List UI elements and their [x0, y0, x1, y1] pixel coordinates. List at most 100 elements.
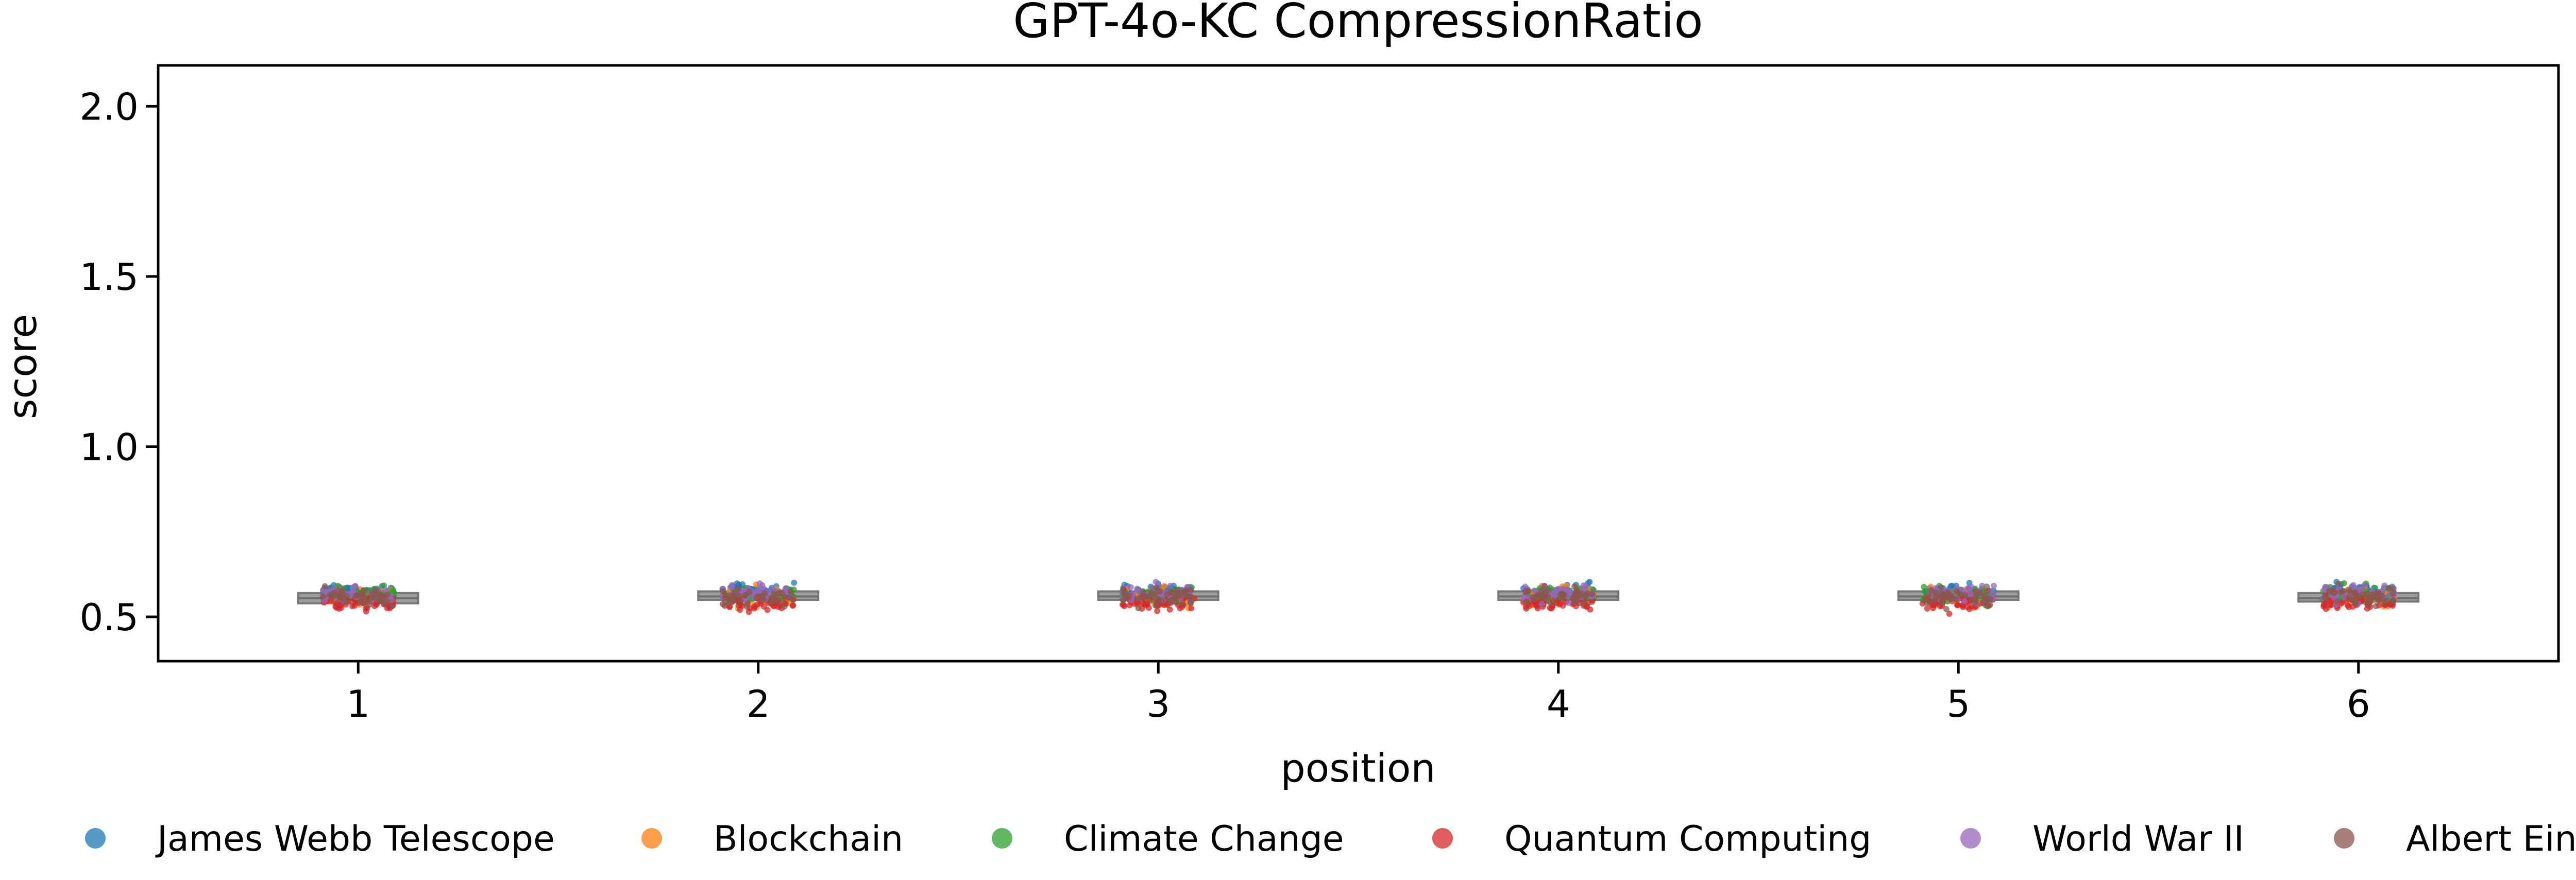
point-5 [2367, 598, 2374, 605]
point-4 [2357, 585, 2363, 592]
point-5 [1133, 595, 1140, 602]
y-tick-label: 1.0 [79, 425, 139, 469]
point-5 [1557, 594, 1564, 601]
point-4 [1979, 582, 1986, 589]
plot-area [297, 579, 2420, 617]
point-5 [2364, 591, 2371, 597]
point-4 [1990, 582, 1997, 589]
point-5 [2345, 595, 2352, 601]
point-5 [2337, 589, 2344, 595]
point-5 [1938, 584, 1944, 591]
legend-item: World War II [1960, 819, 2244, 859]
point-5 [2360, 591, 2366, 597]
point-5 [760, 596, 767, 603]
point-5 [360, 595, 367, 601]
point-5 [343, 598, 350, 605]
point-5 [384, 598, 391, 605]
point-2 [1922, 588, 1928, 594]
point-5 [353, 592, 360, 599]
point-5 [1972, 597, 1978, 603]
point-5 [1153, 584, 1160, 591]
point-4 [728, 583, 735, 590]
x-axis: 1 2 3 4 5 6 [346, 661, 2370, 726]
point-5 [778, 590, 785, 596]
legend-label: Blockchain [714, 819, 903, 859]
point-4 [2361, 582, 2368, 589]
point-3 [1954, 602, 1961, 609]
point-5 [1584, 590, 1591, 597]
point-5 [2333, 598, 2340, 605]
legend-marker [1432, 828, 1453, 849]
point-5 [357, 599, 364, 606]
point-5 [1984, 588, 1991, 594]
point-5 [730, 592, 736, 598]
legend-item: Quantum Computing [1432, 819, 1871, 859]
point-5 [1549, 597, 1556, 604]
legend-label: World War II [2032, 819, 2244, 859]
point-5 [1523, 598, 1530, 605]
point-3 [333, 605, 340, 611]
point-3 [1126, 602, 1133, 609]
y-tick-label: 1.5 [79, 255, 139, 299]
point-4 [1127, 584, 1134, 591]
point-5 [2326, 588, 2332, 595]
point-3 [1964, 604, 1971, 611]
point-5 [1120, 597, 1127, 603]
plot-frame [157, 64, 2560, 663]
point-4 [1565, 599, 1572, 606]
point-3 [1120, 601, 1127, 608]
point-5 [1522, 588, 1529, 594]
point-5 [1957, 591, 1964, 598]
point-5 [790, 595, 797, 602]
legend-label: James Webb Telescope [155, 819, 555, 859]
legend-label: Quantum Computing [1504, 819, 1871, 859]
x-tick-label: 2 [747, 682, 770, 726]
point-5 [384, 592, 391, 598]
legend-item: Albert Einstein [2334, 819, 2576, 859]
point-5 [2381, 599, 2388, 606]
point-5 [1981, 596, 1988, 603]
point-5 [1972, 588, 1979, 595]
point-5 [1188, 586, 1194, 593]
point-5 [2385, 584, 2392, 591]
point-5 [1926, 592, 1933, 599]
point-4 [350, 584, 357, 591]
point-5 [753, 594, 760, 601]
point-3 [1556, 601, 1563, 608]
x-tick-label: 4 [1547, 682, 1570, 726]
legend-marker [1960, 828, 1981, 849]
point-3 [1154, 608, 1161, 614]
point-3 [1142, 602, 1149, 609]
point-5 [1531, 596, 1537, 602]
x-tick-label: 6 [2347, 682, 2370, 726]
point-5 [787, 589, 794, 595]
point-5 [337, 594, 344, 600]
point-5 [2351, 598, 2358, 605]
legend-label: Albert Einstein [2406, 819, 2576, 859]
point-5 [2335, 581, 2342, 588]
point-4 [1961, 598, 1968, 605]
point-5 [1940, 599, 1946, 606]
point-5 [768, 595, 775, 601]
point-3 [371, 603, 378, 610]
point-3 [1587, 606, 1594, 613]
legend-marker [992, 828, 1012, 849]
point-5 [1573, 599, 1580, 606]
legend-marker [641, 828, 662, 849]
point-3 [1188, 605, 1195, 612]
point-5 [1166, 589, 1173, 596]
point-5 [1571, 583, 1578, 590]
point-5 [320, 593, 327, 599]
point-5 [1153, 602, 1160, 609]
point-5 [1173, 593, 1180, 599]
point-0 [791, 579, 798, 586]
point-5 [1168, 596, 1175, 603]
legend-item: James Webb Telescope [85, 819, 555, 859]
point-5 [786, 594, 792, 601]
chart-title: GPT-4o-KC CompressionRatio [1013, 0, 1703, 48]
legend-item: Climate Change [992, 819, 1344, 859]
point-4 [1965, 585, 1972, 592]
x-tick-label: 5 [1946, 682, 1970, 726]
point-5 [2389, 590, 2396, 597]
point-5 [1173, 599, 1180, 606]
